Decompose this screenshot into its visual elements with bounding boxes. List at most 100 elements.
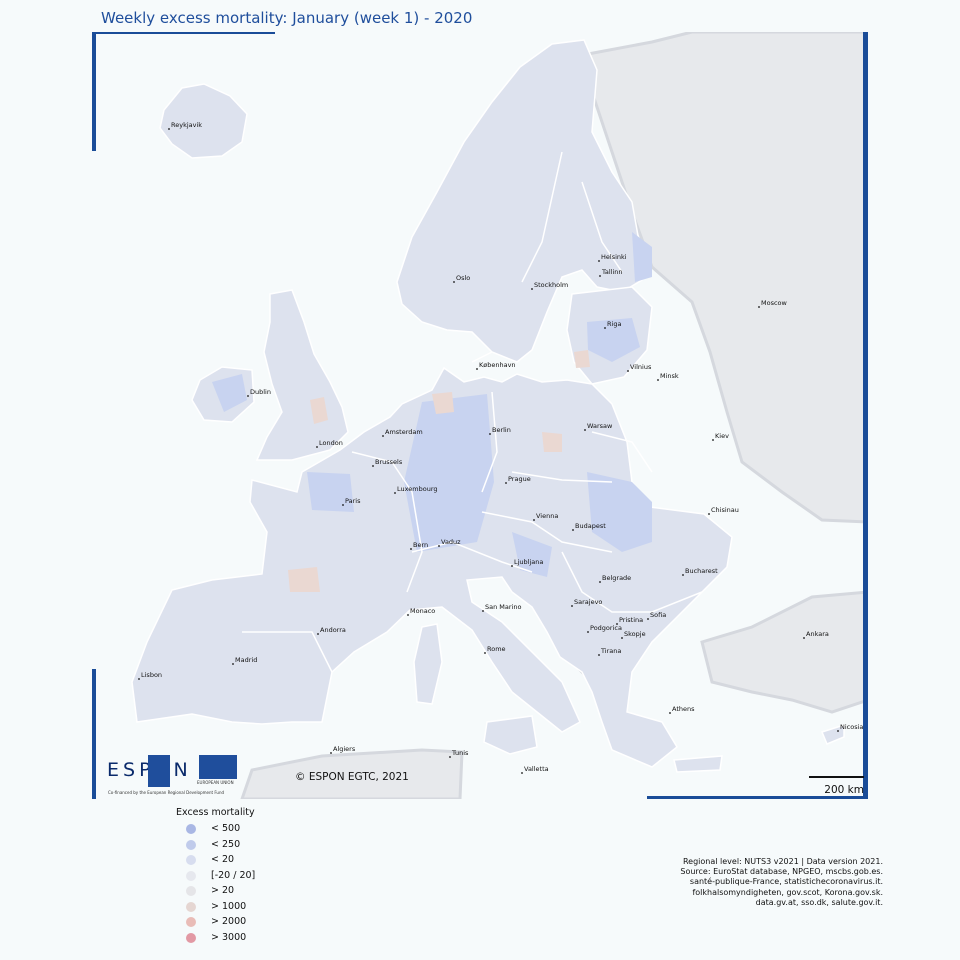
city-marker: Tallinn <box>599 268 623 277</box>
city-label: Vaduz <box>441 538 461 546</box>
city-label: Madrid <box>235 656 257 664</box>
city-label: Algiers <box>333 745 356 753</box>
legend: Excess mortality < 500 < 250 < 20 [-20 / 20… <box>176 807 255 947</box>
city-marker: Helsinki <box>598 253 627 262</box>
city-marker: Vaduz <box>438 538 461 547</box>
country-borders <box>242 151 703 673</box>
city-dot-icon <box>394 492 396 494</box>
city-label: Moscow <box>761 299 788 307</box>
city-dot-icon <box>521 772 523 774</box>
city-label: London <box>319 439 343 447</box>
city-dot-icon <box>382 435 384 437</box>
city-label: Prague <box>508 475 531 483</box>
city-marker: Lisbon <box>138 671 162 680</box>
city-label: Andorra <box>320 626 346 634</box>
land-north-africa <box>240 748 464 799</box>
city-marker: Belgrade <box>599 574 631 583</box>
source-notes: Regional level: NUTS3 v2021 | Data versi… <box>680 857 883 908</box>
city-marker: Brussels <box>372 458 403 467</box>
city-label: San Marino <box>485 603 521 611</box>
city-marker: Bucharest <box>682 567 718 576</box>
city-marker: Vilnius <box>627 363 652 372</box>
city-label: Tallinn <box>601 268 623 276</box>
city-dot-icon <box>587 631 589 633</box>
city-dot-icon <box>669 712 671 714</box>
city-label: Nicosia <box>840 723 863 731</box>
city-label: Brussels <box>375 458 403 466</box>
city-label: Oslo <box>456 274 470 282</box>
city-dot-icon <box>247 395 249 397</box>
legend-swatch-icon <box>186 932 196 943</box>
legend-item: > 1000 <box>176 901 255 917</box>
city-dot-icon <box>758 306 760 308</box>
city-dot-icon <box>571 605 573 607</box>
city-label: Vilnius <box>630 363 652 371</box>
legend-swatch-icon <box>186 901 196 912</box>
city-label: Stockholm <box>534 281 568 289</box>
city-label: Podgorica <box>590 624 622 632</box>
city-label: Budapest <box>575 522 606 530</box>
land-crete <box>673 755 723 773</box>
city-dot-icon <box>682 574 684 576</box>
city-marker: Reykjavik <box>168 121 202 130</box>
city-label: Valletta <box>524 765 549 773</box>
city-dot-icon <box>453 281 455 283</box>
legend-label: > 1000 <box>211 900 247 912</box>
map-title: Weekly excess mortality: January (week 1… <box>101 9 473 27</box>
city-label: Paris <box>345 497 361 505</box>
city-label: Rome <box>487 645 506 653</box>
legend-swatch-icon <box>186 824 196 834</box>
legend-label: > 2000 <box>211 916 247 927</box>
city-label: Bern <box>413 541 428 549</box>
land-east <box>586 32 868 524</box>
land-sardinia <box>413 623 443 705</box>
city-dot-icon <box>533 519 535 521</box>
city-dot-icon <box>616 623 618 625</box>
city-label: Helsinki <box>601 253 627 261</box>
source-line: data.gv.at, sso.dk, salute.gov.it. <box>755 897 883 907</box>
legend-label: [-20 / 20] <box>211 869 256 881</box>
city-marker: Valletta <box>521 765 549 774</box>
city-dot-icon <box>410 548 412 550</box>
city-label: Ljubljana <box>514 558 543 566</box>
city-marker: Stockholm <box>531 281 568 290</box>
city-label: Bucharest <box>685 567 718 575</box>
legend-label: > 3000 <box>211 931 247 943</box>
city-dot-icon <box>330 752 332 754</box>
legend-item: > 3000 <box>176 932 255 948</box>
land-britain <box>255 289 349 461</box>
city-dot-icon <box>138 678 140 680</box>
city-dot-icon <box>598 654 600 656</box>
city-dot-icon <box>621 637 623 639</box>
espon-flag-icon <box>148 755 170 787</box>
city-marker: Vienna <box>533 512 558 521</box>
city-dot-icon <box>627 370 629 372</box>
city-dot-icon <box>657 379 659 381</box>
city-dot-icon <box>449 756 451 758</box>
city-marker: Ljubljana <box>511 558 543 567</box>
legend-item: > 2000 <box>176 916 255 932</box>
city-label: Skopje <box>624 630 646 638</box>
legend-swatch-icon <box>186 886 196 896</box>
land-iceland <box>159 83 248 159</box>
city-label: Athens <box>672 705 695 713</box>
legend-item: < 500 <box>176 823 255 839</box>
legend-swatch-icon <box>186 839 196 850</box>
city-marker: Pristina <box>616 616 643 625</box>
city-label: Reykjavik <box>171 121 202 129</box>
city-dot-icon <box>372 465 374 467</box>
city-dot-icon <box>316 446 318 448</box>
city-marker: Sofia <box>647 611 666 620</box>
map-area[interactable]: Reykjavik Helsinki Tallinn Oslo Stockholm Mos… <box>92 32 868 799</box>
legend-item: < 250 <box>176 839 255 855</box>
city-label: Warsaw <box>587 422 613 430</box>
city-dot-icon <box>438 545 440 547</box>
scale-bar: 200 km <box>809 776 864 796</box>
europe-map[interactable]: Reykjavik Helsinki Tallinn Oslo Stockholm Mos… <box>92 32 868 799</box>
city-label: Minsk <box>660 372 679 380</box>
legend-item: > 20 <box>176 885 255 901</box>
cofinanced-label: Co-financed by the European Regional Dev… <box>108 790 225 795</box>
legend-item: < 20 <box>176 854 255 870</box>
city-label: Kiev <box>715 432 729 440</box>
source-line: Regional level: NUTS3 v2021 | Data versi… <box>682 857 883 866</box>
